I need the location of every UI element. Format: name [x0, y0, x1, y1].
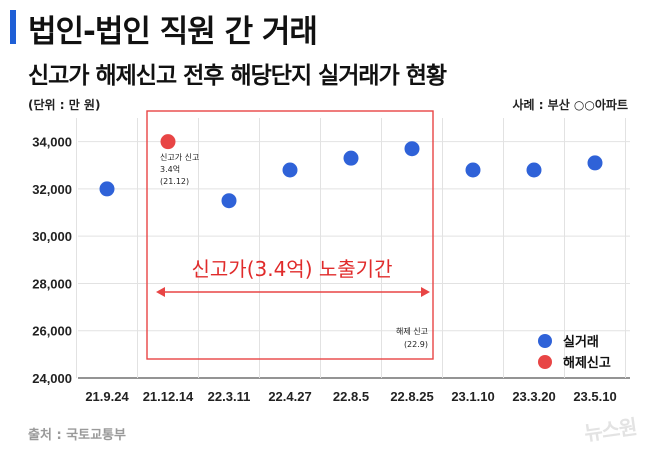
x-tick-label: 22.3.11: [208, 389, 251, 404]
title-accent-bar: [10, 10, 16, 44]
legend-label-actual: 실거래: [563, 334, 599, 350]
record-high-annotation-line3: (21.12): [160, 177, 189, 186]
exposure-period-label: 신고가(3.4억) 노출기간: [192, 257, 393, 281]
x-tick-label: 22.8.5: [333, 389, 369, 404]
legend-marker-cancel: [538, 355, 552, 369]
y-tick-label: 24,000: [32, 371, 72, 386]
data-points: [99, 134, 603, 209]
chart-grid: [76, 118, 630, 379]
y-tick-label: 28,000: [32, 276, 72, 291]
page-subtitle: 신고가 해제신고 전후 해당단지 실거래가 현황: [28, 63, 447, 89]
x-axis-ticks: 21.9.24 21.12.14 22.3.11 22.4.27 22.8.5 22.8.…: [85, 389, 616, 404]
x-tick-label: 23.1.10: [451, 389, 494, 404]
y-tick-label: 34,000: [32, 135, 72, 150]
chart-annotations: 신고가 신고 3.4억 (21.12) 해제 신고 (22.9) 신고가(3.4…: [160, 153, 428, 349]
cancel-report-annotation-line1: 해제 신고: [396, 326, 428, 336]
legend-label-cancel: 해제신고: [563, 355, 611, 371]
data-point: [526, 162, 542, 178]
data-point: [282, 162, 298, 178]
data-point: [587, 155, 603, 171]
data-point: [99, 181, 115, 197]
chart-legend: 실거래 해제신고: [538, 334, 611, 371]
x-tick-label: 23.3.20: [512, 389, 555, 404]
y-tick-label: 32,000: [32, 182, 72, 197]
x-tick-label: 22.4.27: [268, 389, 311, 404]
data-point: [465, 162, 481, 178]
record-high-annotation-line1: 신고가 신고: [160, 153, 199, 162]
data-point: [160, 134, 176, 150]
x-tick-label: 22.8.25: [390, 389, 433, 404]
y-axis-ticks: 24,000 26,000 28,000 30,000 32,000 34,000: [32, 135, 72, 386]
source-label: 출처 : 국토교통부: [28, 428, 126, 443]
exposure-box-layer: [146, 110, 434, 360]
y-tick-label: 26,000: [32, 324, 72, 339]
x-tick-label: 21.12.14: [143, 389, 194, 404]
data-point: [343, 150, 359, 166]
arrow-head-left: [156, 287, 165, 297]
data-point: [404, 141, 420, 157]
arrow-head-right: [421, 287, 430, 297]
y-tick-label: 30,000: [32, 229, 72, 244]
x-tick-label: 23.5.10: [573, 389, 616, 404]
legend-marker-actual: [538, 334, 552, 348]
x-tick-label: 21.9.24: [85, 389, 129, 404]
example-label: 사례 : 부산 ○○아파트: [512, 98, 628, 112]
unit-label: (단위 : 만 원): [28, 98, 101, 112]
exposure-period-box: [146, 110, 434, 360]
data-point: [221, 193, 237, 209]
record-high-annotation-line2: 3.4억: [160, 164, 180, 174]
cancel-report-annotation-line2: (22.9): [404, 340, 428, 349]
page-title: 법인-법인 직원 간 거래: [28, 14, 318, 50]
